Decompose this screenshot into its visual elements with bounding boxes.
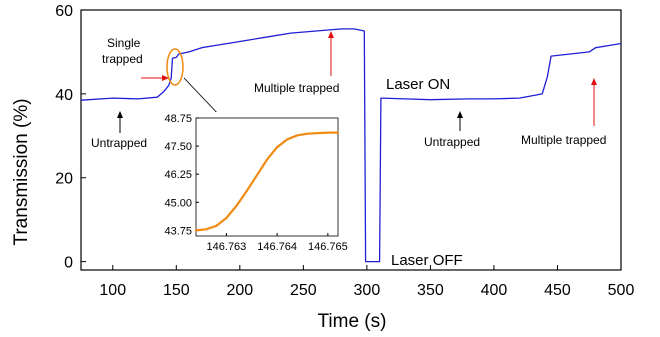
multiple-trapped-right-arrowhead xyxy=(591,78,597,85)
y-tick-label: 43.75 xyxy=(164,225,192,237)
highlight-ellipse xyxy=(166,48,184,86)
annotation-multiple-right: Multiple trapped xyxy=(521,133,606,147)
annotation-single: Single xyxy=(107,36,141,50)
inset-x-ticks: 146.763 146.764 146.765 xyxy=(207,233,348,253)
annotation-multiple-left: Multiple trapped xyxy=(254,81,339,95)
multiple-trapped-left-arrowhead xyxy=(328,31,334,38)
x-tick-label: 146.764 xyxy=(257,241,297,253)
main-y-ticks: 0 20 40 60 xyxy=(55,3,86,272)
annotation-laser-on: Laser ON xyxy=(386,76,450,93)
annotation-trapped: trapped xyxy=(102,52,143,66)
y-tick-label: 46.25 xyxy=(164,169,192,181)
annotation-laser-off: Laser OFF xyxy=(391,252,463,269)
y-tick-label: 47.50 xyxy=(164,141,192,153)
x-tick-label: 146.765 xyxy=(308,241,348,253)
highlight-pointer-line xyxy=(183,77,223,119)
x-tick-label: 350 xyxy=(417,282,444,299)
y-tick-label: 20 xyxy=(55,171,73,188)
main-series-line xyxy=(80,28,622,263)
untrapped-right-arrowhead xyxy=(457,111,463,118)
untrapped-left-arrowhead xyxy=(117,111,123,118)
y-tick-label: 48.75 xyxy=(164,113,192,125)
inset-plot-frame xyxy=(195,117,339,237)
y-tick-label: 40 xyxy=(55,87,73,104)
main-x-ticks: 100 150 200 250 300 350 400 450 500 xyxy=(99,265,634,299)
y-axis-title: Transmission (%) xyxy=(11,98,32,245)
x-tick-label: 400 xyxy=(481,282,508,299)
inset-chart: 43.75 45.00 46.25 47.50 48.75 146.763 146.764… xyxy=(152,112,350,256)
y-tick-label: 0 xyxy=(64,255,73,272)
annotation-untrapped-right: Untrapped xyxy=(424,135,480,149)
inset-y-ticks: 43.75 45.00 46.25 47.50 48.75 xyxy=(164,113,199,237)
main-plot-frame xyxy=(80,9,622,271)
main-chart: 0 20 40 60 100 150 200 250 300 350 400 450 500 Tran… xyxy=(11,3,634,332)
x-tick-label: 146.763 xyxy=(207,241,247,253)
x-tick-label: 200 xyxy=(226,282,253,299)
x-tick-label: 100 xyxy=(99,282,126,299)
single-trapped-arrowhead xyxy=(162,75,169,81)
x-tick-label: 300 xyxy=(354,282,381,299)
y-tick-label: 60 xyxy=(55,3,73,20)
x-tick-label: 450 xyxy=(544,282,571,299)
x-tick-label: 250 xyxy=(290,282,317,299)
x-axis-title: Time (s) xyxy=(318,311,387,332)
y-tick-label: 45.00 xyxy=(164,197,192,209)
x-tick-label: 500 xyxy=(608,282,635,299)
inset-series-line xyxy=(194,131,340,232)
x-tick-label: 150 xyxy=(163,282,190,299)
annotation-untrapped-left: Untrapped xyxy=(91,136,147,150)
